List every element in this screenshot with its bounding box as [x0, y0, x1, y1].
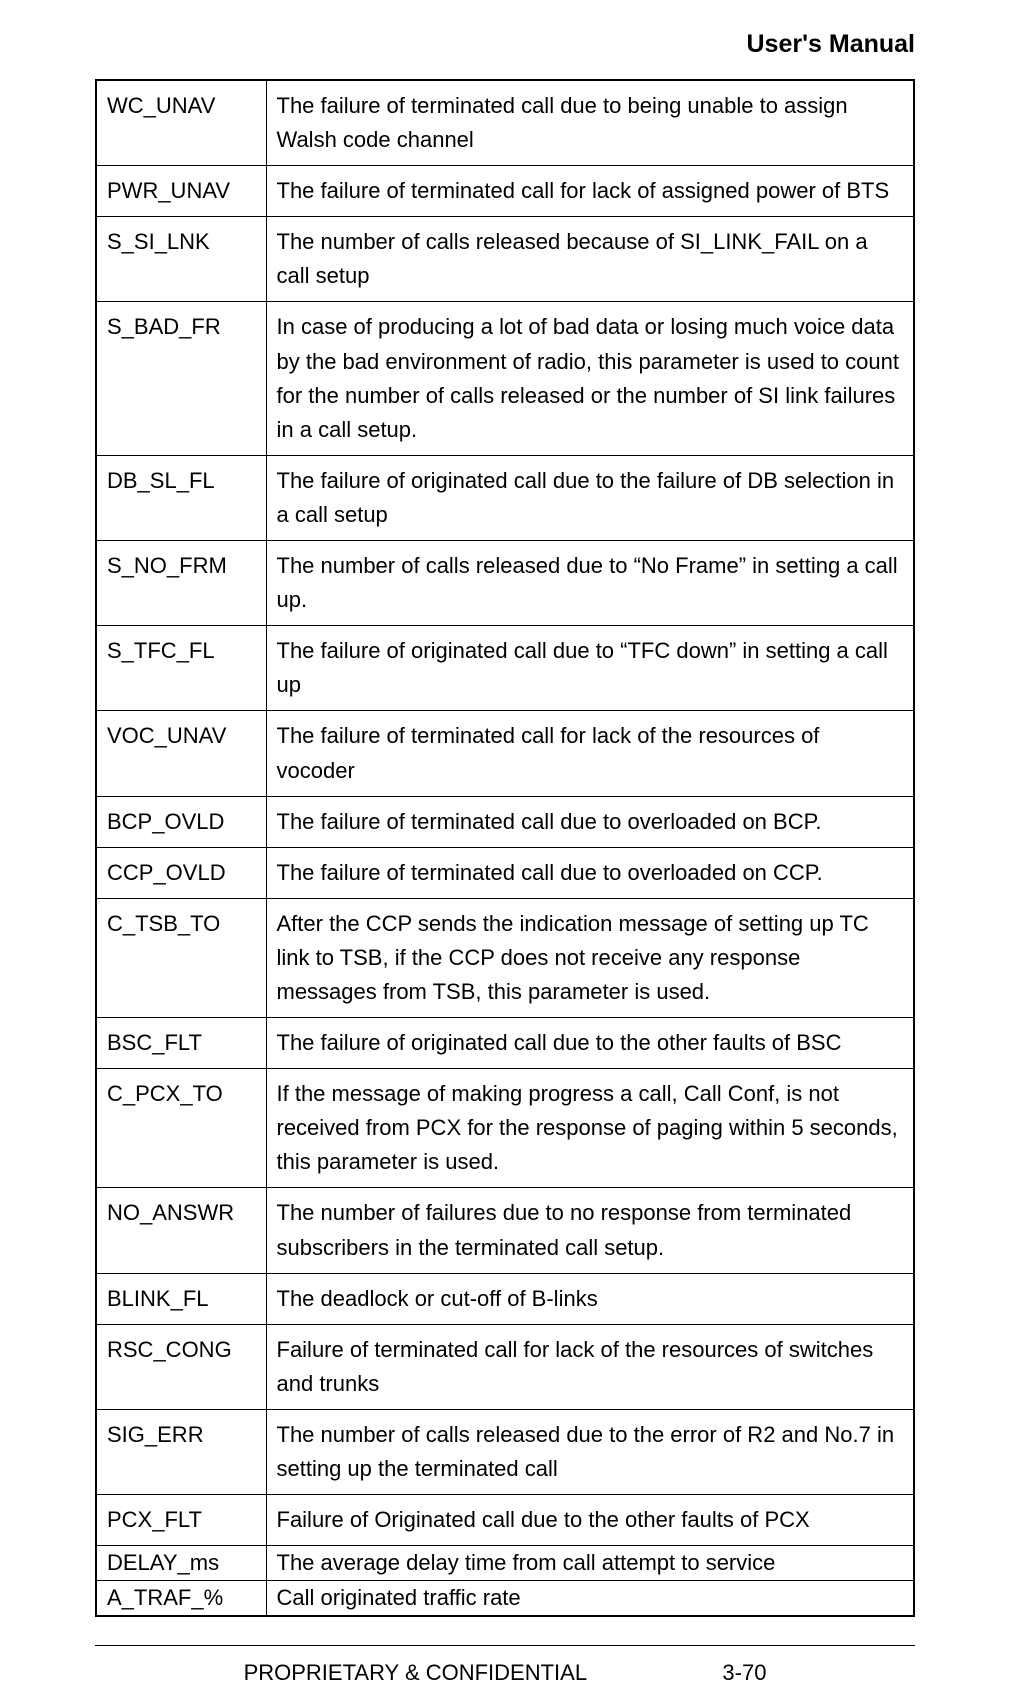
- param-name-cell: C_PCX_TO: [96, 1069, 266, 1188]
- param-desc-cell: The average delay time from call attempt…: [266, 1546, 914, 1581]
- param-name-cell: BCP_OVLD: [96, 796, 266, 847]
- table-row: BCP_OVLDThe failure of terminated call d…: [96, 796, 914, 847]
- param-desc-cell: Failure of Originated call due to the ot…: [266, 1495, 914, 1546]
- param-desc-cell: The deadlock or cut-off of B-links: [266, 1273, 914, 1324]
- table-row: PWR_UNAVThe failure of terminated call f…: [96, 166, 914, 217]
- table-row: CCP_OVLDThe failure of terminated call d…: [96, 847, 914, 898]
- param-name-cell: S_SI_LNK: [96, 217, 266, 302]
- table-row: RSC_CONGFailure of terminated call for l…: [96, 1324, 914, 1409]
- footer-confidential: PROPRIETARY & CONFIDENTIAL: [244, 1660, 587, 1685]
- table-row: BLINK_FLThe deadlock or cut-off of B-lin…: [96, 1273, 914, 1324]
- table-row: S_BAD_FRIn case of producing a lot of ba…: [96, 302, 914, 455]
- table-row: WC_UNAVThe failure of terminated call du…: [96, 80, 914, 166]
- table-row: NO_ANSWRThe number of failures due to no…: [96, 1188, 914, 1273]
- param-desc-cell: The number of failures due to no respons…: [266, 1188, 914, 1273]
- table-row: VOC_UNAVThe failure of terminated call f…: [96, 711, 914, 796]
- param-desc-cell: After the CCP sends the indication messa…: [266, 898, 914, 1017]
- param-name-cell: S_BAD_FR: [96, 302, 266, 455]
- param-desc-cell: The failure of terminated call due to be…: [266, 80, 914, 166]
- param-desc-cell: The failure of originated call due to “T…: [266, 626, 914, 711]
- param-name-cell: A_TRAF_%: [96, 1580, 266, 1615]
- footer-page-number: 3-70: [722, 1660, 766, 1686]
- header-title: User's Manual: [746, 30, 915, 58]
- param-desc-cell: Call originated traffic rate: [266, 1580, 914, 1615]
- param-name-cell: C_TSB_TO: [96, 898, 266, 1017]
- parameter-table-body: WC_UNAVThe failure of terminated call du…: [96, 80, 914, 1616]
- table-row: S_NO_FRMThe number of calls released due…: [96, 541, 914, 626]
- footer-divider: [95, 1645, 915, 1646]
- page-header: User's Manual: [95, 30, 915, 59]
- param-desc-cell: The failure of originated call due to th…: [266, 1018, 914, 1069]
- param-desc-cell: In case of producing a lot of bad data o…: [266, 302, 914, 455]
- param-name-cell: PCX_FLT: [96, 1495, 266, 1546]
- table-row: SIG_ERRThe number of calls released due …: [96, 1409, 914, 1494]
- param-name-cell: VOC_UNAV: [96, 711, 266, 796]
- param-desc-cell: The failure of terminated call due to ov…: [266, 847, 914, 898]
- param-desc-cell: The number of calls released due to the …: [266, 1409, 914, 1494]
- param-name-cell: WC_UNAV: [96, 80, 266, 166]
- param-name-cell: S_NO_FRM: [96, 541, 266, 626]
- table-row: DB_SL_FLThe failure of originated call d…: [96, 455, 914, 540]
- param-name-cell: BSC_FLT: [96, 1018, 266, 1069]
- table-row: BSC_FLTThe failure of originated call du…: [96, 1018, 914, 1069]
- param-name-cell: DB_SL_FL: [96, 455, 266, 540]
- param-desc-cell: Failure of terminated call for lack of t…: [266, 1324, 914, 1409]
- param-name-cell: SIG_ERR: [96, 1409, 266, 1494]
- param-desc-cell: The failure of terminated call due to ov…: [266, 796, 914, 847]
- param-name-cell: PWR_UNAV: [96, 166, 266, 217]
- param-name-cell: DELAY_ms: [96, 1546, 266, 1581]
- table-row: S_SI_LNKThe number of calls released bec…: [96, 217, 914, 302]
- param-desc-cell: If the message of making progress a call…: [266, 1069, 914, 1188]
- param-name-cell: NO_ANSWR: [96, 1188, 266, 1273]
- param-name-cell: S_TFC_FL: [96, 626, 266, 711]
- table-row: DELAY_msThe average delay time from call…: [96, 1546, 914, 1581]
- param-name-cell: CCP_OVLD: [96, 847, 266, 898]
- page-footer: PROPRIETARY & CONFIDENTIAL 3-70: [95, 1660, 915, 1686]
- param-name-cell: RSC_CONG: [96, 1324, 266, 1409]
- table-row: S_TFC_FLThe failure of originated call d…: [96, 626, 914, 711]
- param-desc-cell: The failure of terminated call for lack …: [266, 166, 914, 217]
- table-row: C_PCX_TOIf the message of making progres…: [96, 1069, 914, 1188]
- table-row: A_TRAF_%Call originated traffic rate: [96, 1580, 914, 1615]
- param-desc-cell: The number of calls released because of …: [266, 217, 914, 302]
- param-name-cell: BLINK_FL: [96, 1273, 266, 1324]
- param-desc-cell: The number of calls released due to “No …: [266, 541, 914, 626]
- parameter-table: WC_UNAVThe failure of terminated call du…: [95, 79, 915, 1617]
- param-desc-cell: The failure of originated call due to th…: [266, 455, 914, 540]
- table-row: PCX_FLTFailure of Originated call due to…: [96, 1495, 914, 1546]
- table-row: C_TSB_TOAfter the CCP sends the indicati…: [96, 898, 914, 1017]
- param-desc-cell: The failure of terminated call for lack …: [266, 711, 914, 796]
